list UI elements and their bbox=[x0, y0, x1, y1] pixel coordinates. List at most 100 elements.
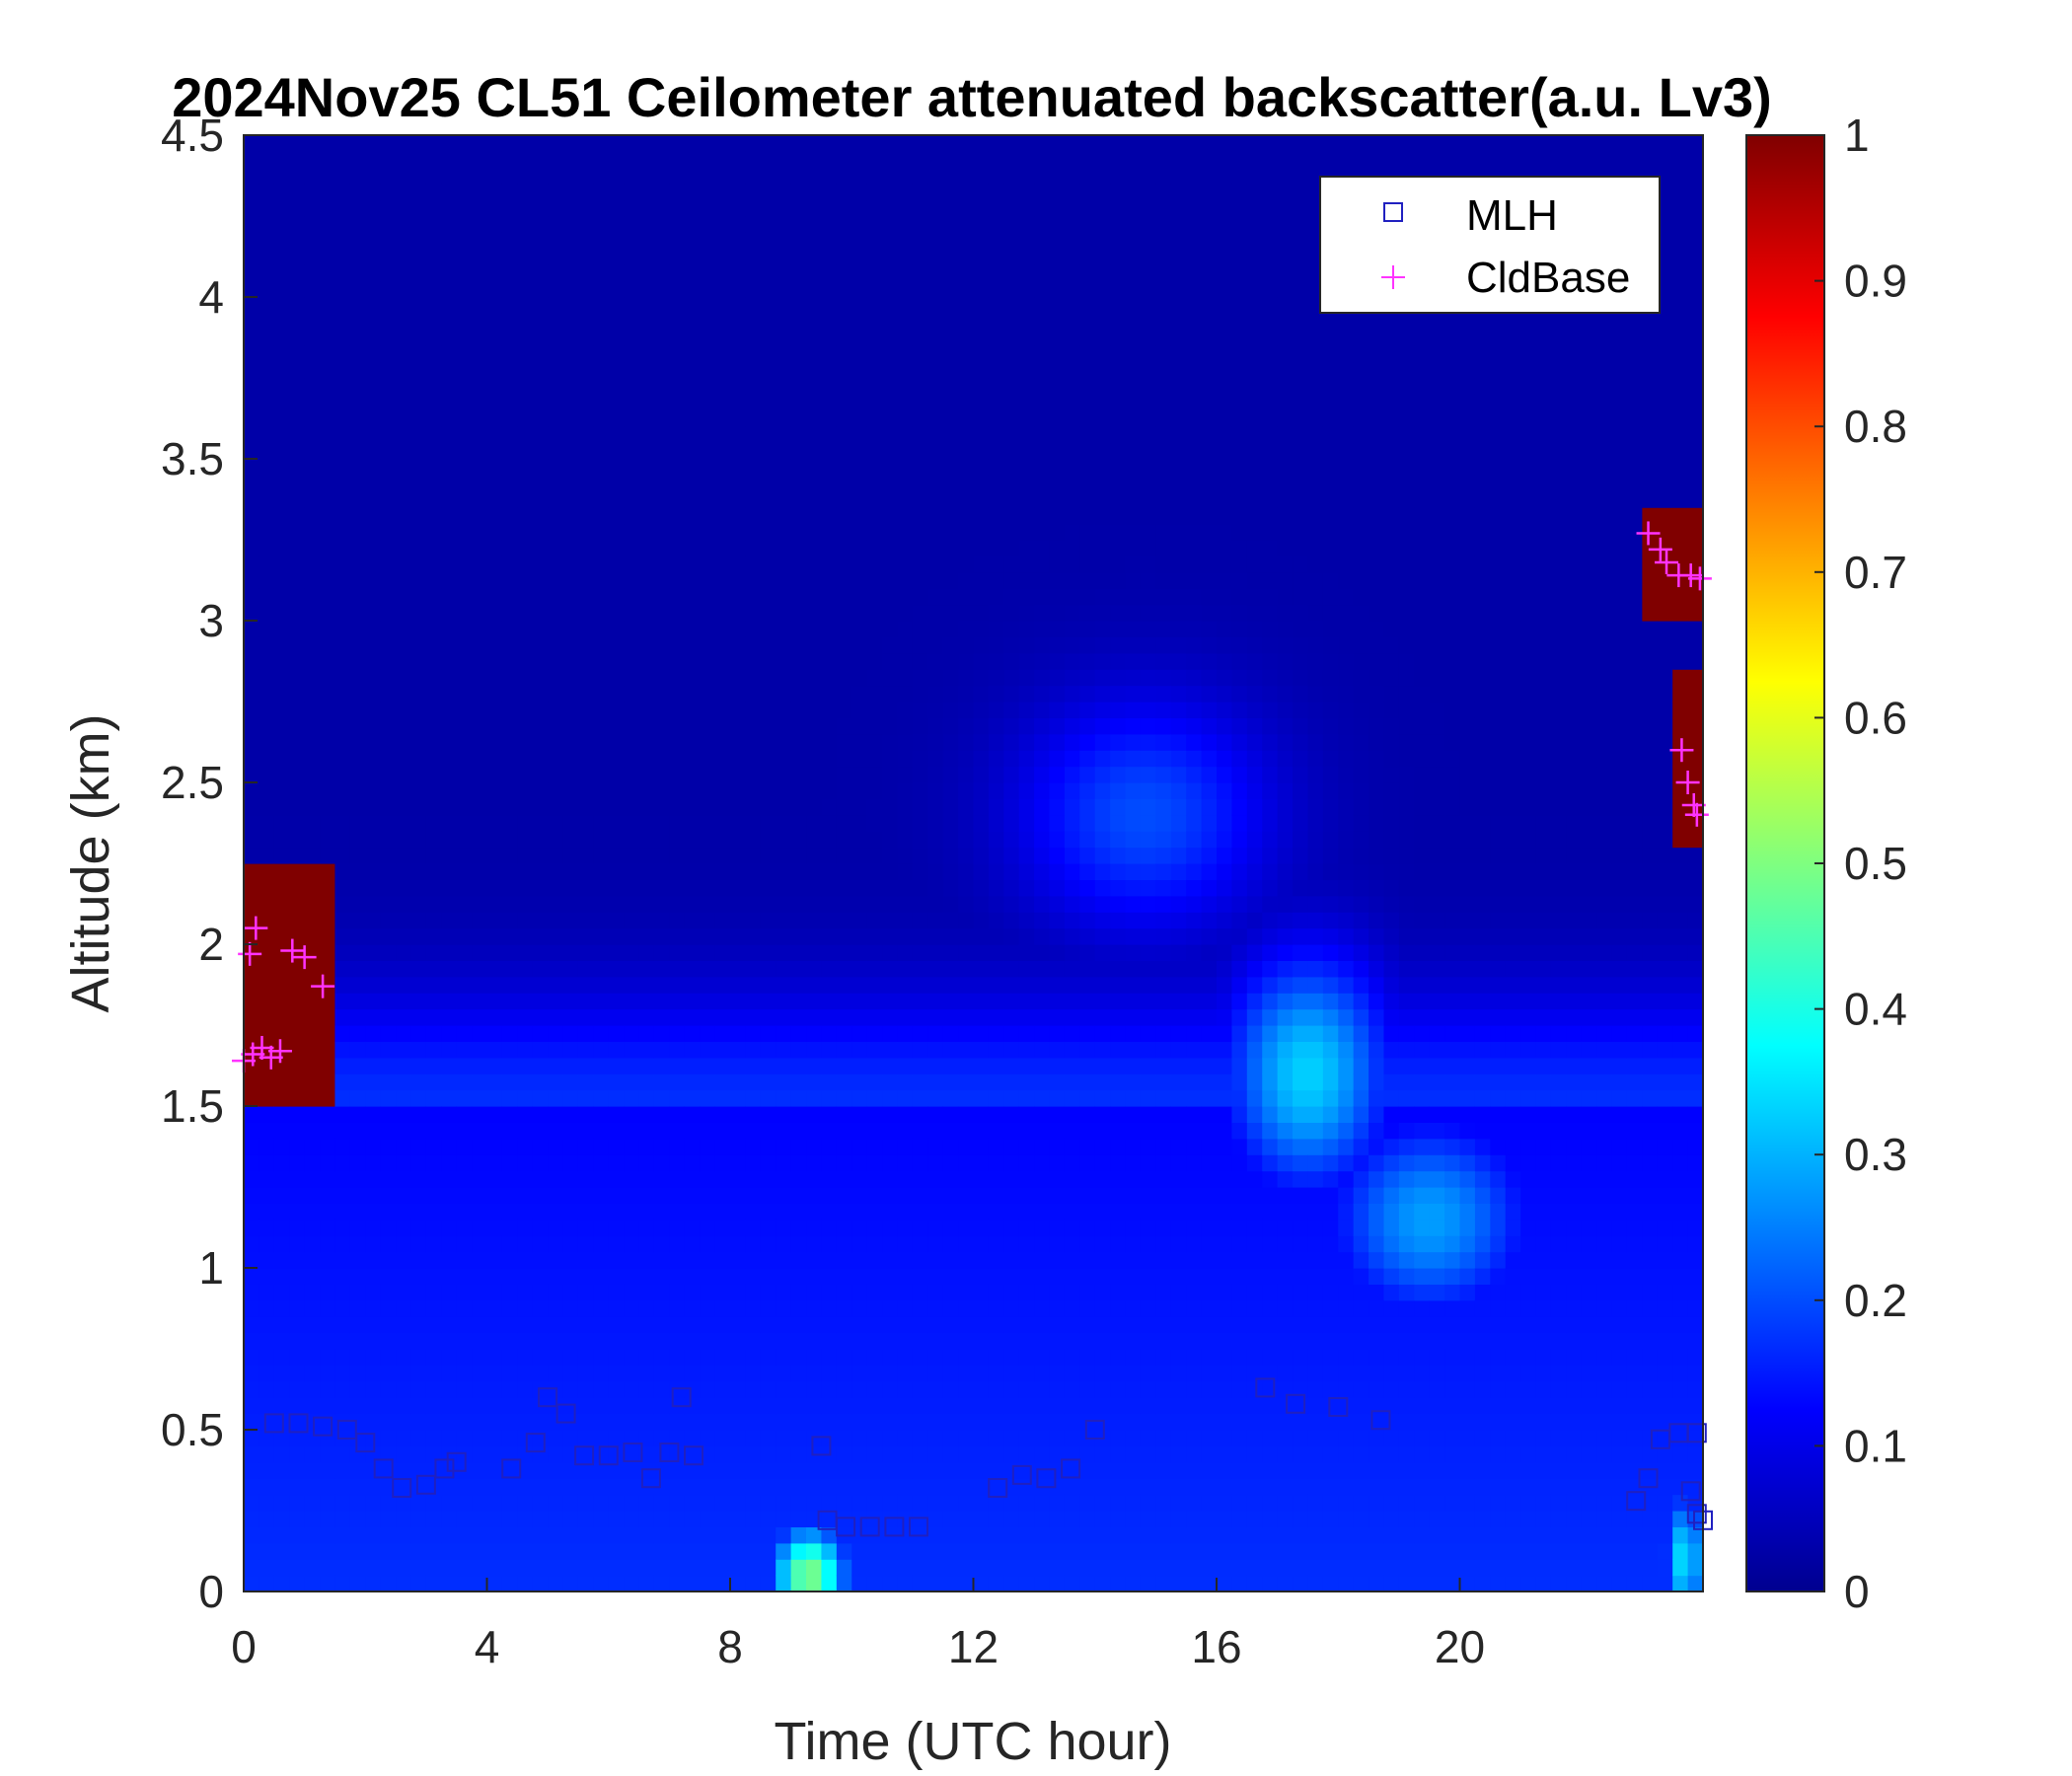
heatmap-cell bbox=[988, 847, 1004, 864]
heatmap-cell bbox=[958, 442, 975, 460]
heatmap-cell bbox=[653, 1268, 670, 1285]
heatmap-cell bbox=[790, 879, 807, 897]
heatmap-cell bbox=[927, 847, 944, 864]
heatmap-cell bbox=[365, 232, 382, 250]
heatmap-cell bbox=[244, 750, 260, 768]
heatmap-cell bbox=[441, 685, 458, 703]
heatmap-cell bbox=[289, 329, 306, 346]
heatmap-cell bbox=[320, 442, 336, 460]
heatmap-cell bbox=[638, 540, 655, 556]
heatmap-cell bbox=[806, 717, 823, 735]
heatmap-cell bbox=[836, 490, 852, 508]
heatmap-cell bbox=[806, 1025, 823, 1042]
heatmap-cell bbox=[244, 1122, 260, 1140]
heatmap-cell bbox=[532, 766, 549, 783]
heatmap-cell bbox=[334, 1203, 351, 1221]
heatmap-cell bbox=[577, 394, 594, 411]
heatmap-cell bbox=[1049, 1203, 1066, 1221]
heatmap-cell bbox=[562, 1106, 579, 1123]
heatmap-cell bbox=[1003, 1122, 1020, 1140]
heatmap-cell bbox=[548, 604, 564, 622]
heatmap-cell bbox=[259, 1089, 275, 1107]
heatmap-cell bbox=[472, 216, 488, 233]
heatmap-cell bbox=[320, 426, 336, 444]
heatmap-cell bbox=[532, 1380, 549, 1398]
heatmap-cell bbox=[624, 685, 640, 703]
heatmap-cell bbox=[593, 1008, 610, 1026]
heatmap-cell bbox=[653, 1494, 670, 1512]
heatmap-cell bbox=[851, 1430, 868, 1446]
heatmap-cell bbox=[806, 1299, 823, 1317]
heatmap-cell bbox=[760, 863, 777, 880]
heatmap-cell bbox=[776, 1057, 792, 1074]
heatmap-cell bbox=[638, 475, 655, 492]
heatmap-cell bbox=[1034, 1122, 1051, 1140]
heatmap-cell bbox=[988, 669, 1004, 687]
heatmap-cell bbox=[882, 280, 899, 298]
heatmap-cell bbox=[532, 1461, 549, 1479]
heatmap-cell bbox=[851, 814, 868, 832]
heatmap-cell bbox=[273, 1559, 290, 1577]
heatmap-cell bbox=[821, 895, 838, 913]
heatmap-cell bbox=[882, 1170, 899, 1188]
heatmap-cell bbox=[304, 1235, 321, 1253]
heatmap-cell bbox=[410, 1057, 427, 1074]
heatmap-cell bbox=[776, 1154, 792, 1172]
heatmap-cell bbox=[973, 1187, 990, 1204]
heatmap-cell bbox=[273, 1430, 290, 1446]
heatmap-cell bbox=[851, 1187, 868, 1204]
heatmap-cell bbox=[760, 1445, 777, 1463]
heatmap-cell bbox=[851, 135, 868, 152]
heatmap-cell bbox=[577, 879, 594, 897]
heatmap-cell bbox=[760, 507, 777, 525]
heatmap-cell bbox=[472, 895, 488, 913]
heatmap-cell bbox=[714, 976, 731, 994]
heatmap-cell bbox=[973, 669, 990, 687]
heatmap-cell bbox=[425, 523, 442, 541]
heatmap-cell bbox=[1018, 798, 1035, 816]
heatmap-cell bbox=[624, 248, 640, 265]
heatmap-cell bbox=[577, 490, 594, 508]
heatmap-cell bbox=[304, 378, 321, 395]
heatmap-cell bbox=[821, 1478, 838, 1496]
heatmap-cell bbox=[653, 135, 670, 152]
heatmap-cell bbox=[866, 1316, 883, 1334]
heatmap-cell bbox=[456, 1542, 473, 1560]
heatmap-cell bbox=[501, 1445, 518, 1463]
heatmap-cell bbox=[1049, 199, 1066, 217]
heatmap-cell bbox=[1064, 669, 1080, 687]
heatmap-cell bbox=[1003, 733, 1020, 751]
heatmap-cell bbox=[653, 216, 670, 233]
heatmap-cell bbox=[608, 135, 625, 152]
heatmap-cell bbox=[927, 960, 944, 978]
heatmap-cell bbox=[669, 782, 686, 799]
heatmap-cell bbox=[1003, 184, 1020, 201]
heatmap-cell bbox=[273, 216, 290, 233]
heatmap-cell bbox=[942, 1445, 959, 1463]
heatmap-cell bbox=[912, 1575, 928, 1592]
heatmap-cell bbox=[273, 1203, 290, 1221]
heatmap-cell bbox=[304, 1478, 321, 1496]
heatmap-cell bbox=[349, 766, 366, 783]
heatmap-cell bbox=[349, 540, 366, 556]
heatmap-cell bbox=[472, 814, 488, 832]
heatmap-cell bbox=[942, 167, 959, 185]
heatmap-cell bbox=[927, 1445, 944, 1463]
heatmap-cell bbox=[441, 604, 458, 622]
heatmap-cell bbox=[349, 1187, 366, 1204]
heatmap-cell bbox=[653, 798, 670, 816]
heatmap-cell bbox=[730, 1187, 747, 1204]
heatmap-cell bbox=[1064, 993, 1080, 1010]
heatmap-cell bbox=[624, 135, 640, 152]
heatmap-cell bbox=[882, 1073, 899, 1091]
heatmap-cell bbox=[851, 1365, 868, 1382]
heatmap-cell bbox=[441, 831, 458, 849]
heatmap-cell bbox=[273, 329, 290, 346]
heatmap-cell bbox=[700, 976, 716, 994]
heatmap-cell bbox=[714, 621, 731, 637]
heatmap-cell bbox=[472, 329, 488, 346]
heatmap-cell bbox=[608, 507, 625, 525]
heatmap-cell bbox=[638, 361, 655, 379]
heatmap-cell bbox=[653, 475, 670, 492]
heatmap-cell bbox=[1064, 167, 1080, 185]
